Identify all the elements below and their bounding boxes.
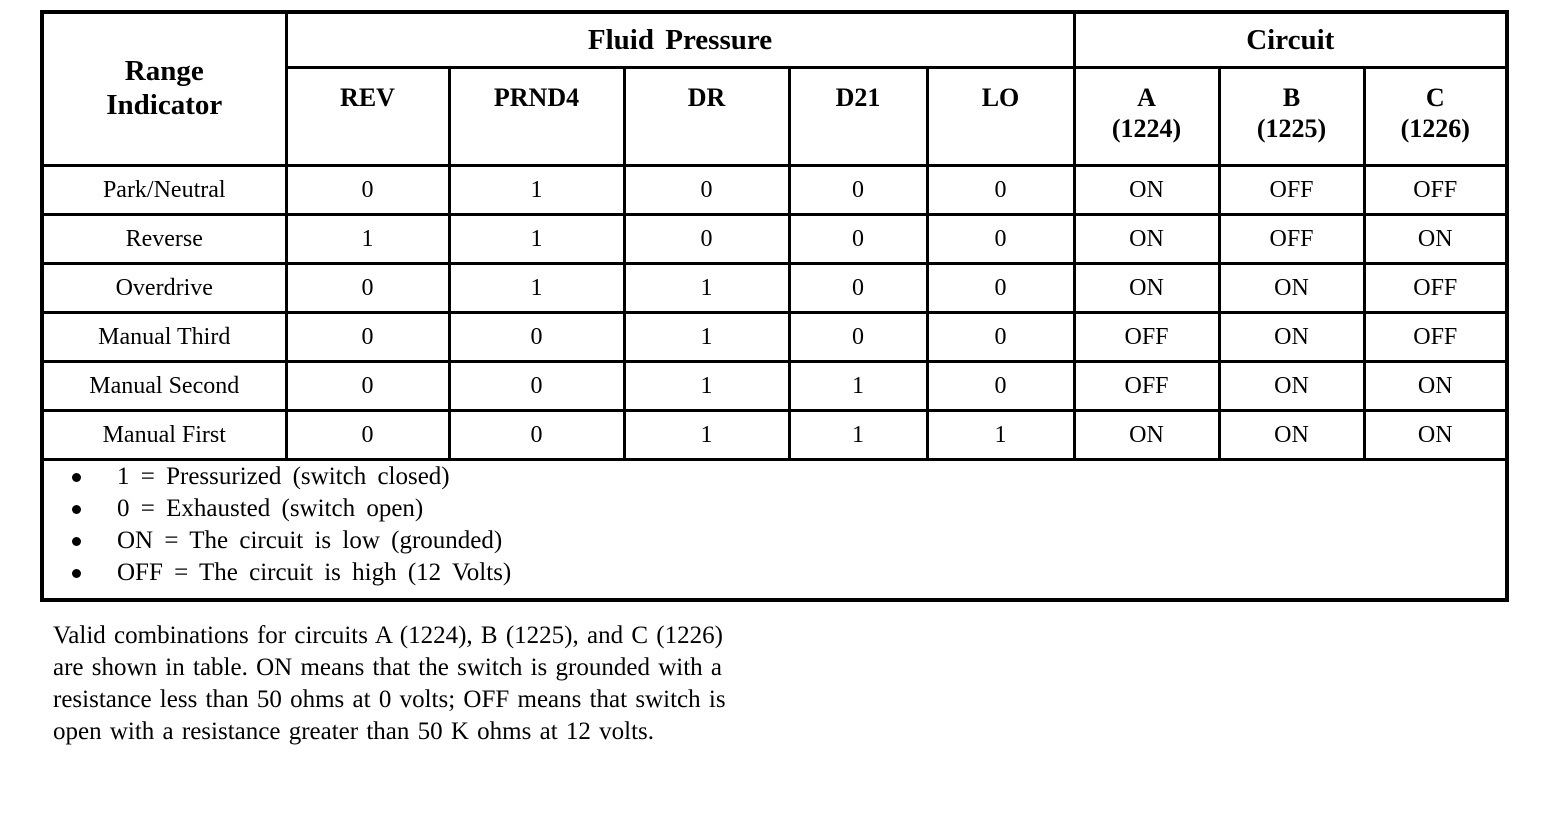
legend-row: 1 = Pressurized (switch closed) 0 = Exha… [40, 458, 1509, 602]
fluid-value-cell: 0 [925, 164, 1076, 216]
legend-note: 0 = Exhausted (switch open) [45, 493, 1504, 525]
header-col-prnd4: PRND4 [447, 66, 626, 167]
row-label: Overdrive [40, 262, 288, 314]
fluid-value-cell: 1 [447, 164, 626, 216]
row-label: Manual Third [40, 311, 288, 363]
row-label: Park/Neutral [40, 164, 288, 216]
fluid-value-cell: 0 [284, 262, 451, 314]
legend-note: 1 = Pressurized (switch closed) [45, 462, 1504, 493]
header-range-indicator: Range Indicator [40, 10, 288, 167]
header-col-rev: REV [284, 66, 451, 167]
legend-note-text: 0 = Exhausted (switch open) [117, 495, 424, 522]
fluid-value-cell: 0 [925, 213, 1076, 265]
circuit-value-cell: ON [1217, 360, 1366, 412]
bullet-icon [72, 536, 81, 546]
fluid-value-cell: 0 [925, 262, 1076, 314]
legend-note-text: 1 = Pressurized (switch closed) [117, 463, 450, 490]
circuit-value-cell: ON [1072, 164, 1221, 216]
header-circuit: Circuit [1072, 10, 1509, 69]
table-row-park-neutral: Park/Neutral 0 1 0 0 0 ON OFF OFF [40, 164, 1509, 216]
fluid-value-cell: 1 [284, 213, 451, 265]
header-range-indicator-line2: Indicator [106, 89, 223, 121]
row-label: Manual First [40, 409, 288, 461]
fluid-value-cell: 1 [787, 360, 929, 412]
header-col-circuit-b: B (1225) [1217, 66, 1366, 167]
circuit-value-cell: ON [1072, 262, 1221, 314]
circuit-a-letter: A [1137, 83, 1156, 112]
circuit-value-cell: ON [1217, 262, 1366, 314]
header-col-circuit-c: C (1226) [1362, 66, 1509, 167]
fluid-value-cell: 0 [622, 164, 791, 216]
fluid-value-cell: 0 [787, 262, 929, 314]
fluid-value-cell: 0 [284, 164, 451, 216]
circuit-value-cell: OFF [1362, 311, 1509, 363]
table-row-manual-second: Manual Second 0 0 1 1 0 OFF ON ON [40, 360, 1509, 412]
fluid-value-cell: 0 [787, 311, 929, 363]
fluid-value-cell: 0 [787, 213, 929, 265]
circuit-value-cell: OFF [1072, 311, 1221, 363]
header-col-lo: LO [925, 66, 1076, 167]
fluid-value-cell: 1 [447, 213, 626, 265]
legend-note: OFF = The circuit is high (12 Volts) [45, 557, 1504, 589]
header-col-d21: D21 [787, 66, 929, 167]
fluid-value-cell: 1 [622, 409, 791, 461]
fluid-value-cell: 0 [787, 164, 929, 216]
bullet-icon [72, 568, 81, 578]
circuit-value-cell: OFF [1217, 213, 1366, 265]
fluid-value-cell: 0 [925, 311, 1076, 363]
legend-notes: 1 = Pressurized (switch closed) 0 = Exha… [40, 458, 1509, 602]
header-range-indicator-line1: Range [124, 55, 204, 88]
circuit-value-cell: ON [1217, 409, 1366, 461]
row-label: Manual Second [40, 360, 288, 412]
table-row-manual-third: Manual Third 0 0 1 0 0 OFF ON OFF [40, 311, 1509, 363]
legend-note-text: OFF = The circuit is high (12 Volts) [117, 559, 512, 586]
circuit-value-cell: OFF [1362, 262, 1509, 314]
caption-text: Valid combinations for circuits A (1224)… [53, 622, 726, 745]
circuit-a-code: (1224) [1111, 114, 1182, 144]
legend-note-text: ON = The circuit is low (grounded) [117, 527, 503, 554]
circuit-value-cell: OFF [1072, 360, 1221, 412]
fluid-value-cell: 1 [787, 409, 929, 461]
fluid-value-cell: 1 [622, 262, 791, 314]
circuit-value-cell: OFF [1362, 164, 1509, 216]
circuit-value-cell: ON [1072, 213, 1221, 265]
fluid-value-cell: 0 [284, 409, 451, 461]
circuit-b-code: (1225) [1256, 114, 1327, 144]
fluid-value-cell: 1 [447, 262, 626, 314]
fluid-value-cell: 0 [284, 360, 451, 412]
fluid-value-cell: 0 [447, 311, 626, 363]
circuit-value-cell: ON [1362, 409, 1509, 461]
header-fluid-pressure: Fluid Pressure [284, 10, 1076, 69]
fluid-value-cell: 1 [622, 360, 791, 412]
pressure-switch-table: Range Indicator Fluid Pressure Circuit R… [40, 10, 1509, 602]
table-row-reverse: Reverse 1 1 0 0 0 ON OFF ON [40, 213, 1509, 265]
fluid-value-cell: 1 [925, 409, 1076, 461]
fluid-value-cell: 1 [622, 311, 791, 363]
circuit-value-cell: ON [1072, 409, 1221, 461]
fluid-value-cell: 0 [284, 311, 451, 363]
legend-note: ON = The circuit is low (grounded) [45, 525, 1504, 557]
fluid-value-cell: 0 [447, 409, 626, 461]
fluid-value-cell: 0 [447, 360, 626, 412]
header-col-dr: DR [622, 66, 791, 167]
row-label: Reverse [40, 213, 288, 265]
bullet-icon [72, 472, 81, 482]
header-col-circuit-a: A (1224) [1072, 66, 1221, 167]
circuit-c-code: (1226) [1400, 114, 1470, 144]
circuit-c-letter: C [1425, 83, 1445, 112]
circuit-value-cell: ON [1217, 311, 1366, 363]
bullet-icon [72, 504, 81, 514]
table-row-manual-first: Manual First 0 0 1 1 1 ON ON ON [40, 409, 1509, 461]
circuit-value-cell: OFF [1217, 164, 1366, 216]
circuit-value-cell: ON [1362, 360, 1509, 412]
table-row-overdrive: Overdrive 0 1 1 0 0 ON ON OFF [40, 262, 1509, 314]
circuit-value-cell: ON [1362, 213, 1509, 265]
circuit-b-letter: B [1282, 83, 1301, 112]
fluid-value-cell: 0 [622, 213, 791, 265]
fluid-value-cell: 0 [925, 360, 1076, 412]
